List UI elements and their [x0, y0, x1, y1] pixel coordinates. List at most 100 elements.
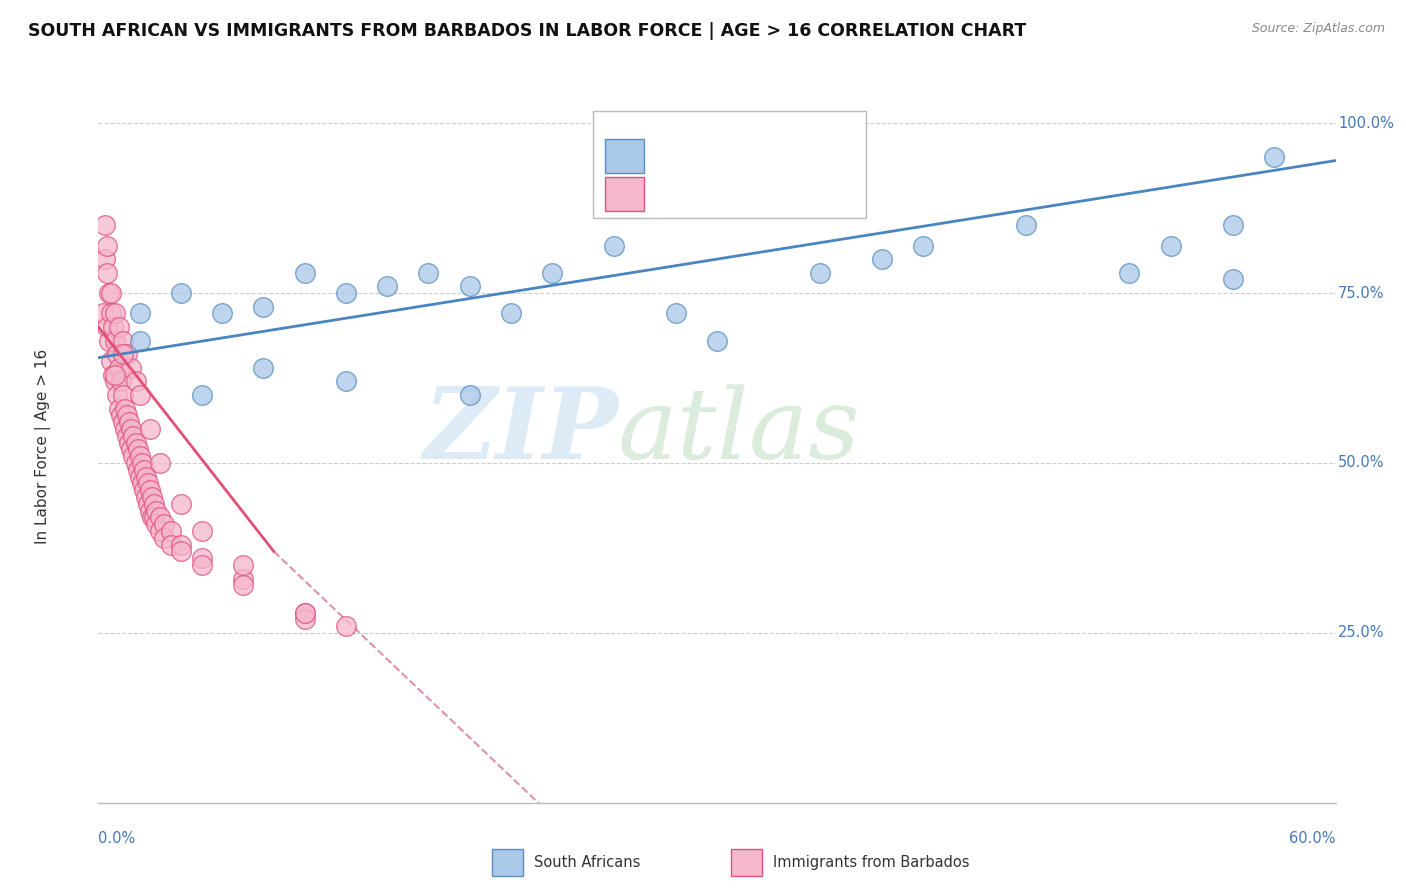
Point — [190, 558, 212, 572]
Point — [294, 606, 316, 620]
Point — [418, 266, 440, 280]
Point — [101, 368, 124, 382]
Point — [112, 334, 135, 348]
Point — [1160, 238, 1182, 252]
Point — [114, 422, 136, 436]
Point — [124, 456, 146, 470]
Point — [159, 537, 181, 551]
Point — [112, 415, 135, 429]
Point — [124, 435, 146, 450]
Point — [122, 429, 145, 443]
Point — [1222, 218, 1244, 232]
Text: 100.0%: 100.0% — [1339, 116, 1395, 131]
Point — [105, 347, 128, 361]
Point — [136, 497, 159, 511]
Point — [96, 266, 118, 280]
Text: Immigrants from Barbados: Immigrants from Barbados — [773, 855, 970, 870]
Point — [211, 306, 233, 320]
Point — [143, 510, 166, 524]
Point — [335, 375, 357, 389]
Point — [100, 354, 122, 368]
Text: R =  0.473  N = 28: R = 0.473 N = 28 — [652, 148, 797, 163]
Point — [139, 422, 162, 436]
Point — [127, 463, 149, 477]
Text: 25.0%: 25.0% — [1339, 625, 1385, 640]
Point — [93, 252, 115, 266]
Point — [252, 360, 274, 375]
Text: 75.0%: 75.0% — [1339, 285, 1385, 301]
Point — [135, 490, 157, 504]
Text: Source: ZipAtlas.com: Source: ZipAtlas.com — [1251, 22, 1385, 36]
Text: SOUTH AFRICAN VS IMMIGRANTS FROM BARBADOS IN LABOR FORCE | AGE > 16 CORRELATION : SOUTH AFRICAN VS IMMIGRANTS FROM BARBADO… — [28, 22, 1026, 40]
Text: R = -0.473  N = 85: R = -0.473 N = 85 — [652, 186, 797, 202]
Point — [101, 320, 124, 334]
Point — [104, 375, 127, 389]
Point — [170, 537, 193, 551]
Point — [143, 497, 166, 511]
Point — [117, 409, 139, 423]
Point — [458, 279, 481, 293]
Point — [149, 510, 172, 524]
Point — [159, 524, 181, 538]
Point — [108, 401, 131, 416]
Point — [153, 531, 176, 545]
Point — [110, 409, 132, 423]
Point — [112, 388, 135, 402]
Point — [118, 435, 141, 450]
Point — [294, 266, 316, 280]
Point — [132, 463, 155, 477]
Point — [141, 490, 163, 504]
Point — [294, 606, 316, 620]
Point — [232, 572, 254, 586]
Point — [145, 503, 167, 517]
Point — [145, 517, 167, 532]
Point — [1015, 218, 1038, 232]
Point — [108, 320, 131, 334]
Point — [100, 286, 122, 301]
Point — [128, 469, 150, 483]
Text: In Labor Force | Age > 16: In Labor Force | Age > 16 — [35, 349, 51, 543]
Point — [136, 476, 159, 491]
Point — [603, 238, 626, 252]
Point — [97, 334, 120, 348]
Point — [132, 483, 155, 498]
Point — [131, 476, 153, 491]
Point — [294, 612, 316, 626]
Point — [128, 388, 150, 402]
Point — [124, 375, 146, 389]
Point — [141, 510, 163, 524]
Point — [912, 238, 935, 252]
Point — [114, 401, 136, 416]
Point — [232, 578, 254, 592]
Point — [97, 286, 120, 301]
Point — [135, 469, 157, 483]
Point — [232, 558, 254, 572]
Point — [541, 266, 564, 280]
Point — [1263, 150, 1285, 164]
Point — [190, 524, 212, 538]
Point — [375, 279, 398, 293]
Point — [706, 334, 728, 348]
Point — [190, 551, 212, 566]
Point — [139, 503, 162, 517]
Point — [139, 483, 162, 498]
Point — [117, 347, 139, 361]
Point — [122, 449, 145, 463]
Point — [104, 368, 127, 382]
Point — [120, 442, 142, 457]
Text: 50.0%: 50.0% — [1339, 456, 1385, 470]
Point — [91, 306, 114, 320]
Point — [128, 449, 150, 463]
Point — [335, 286, 357, 301]
Point — [252, 300, 274, 314]
Point — [1118, 266, 1140, 280]
Point — [335, 619, 357, 633]
Point — [149, 524, 172, 538]
Point — [1222, 272, 1244, 286]
Text: 0.0%: 0.0% — [98, 831, 135, 847]
Point — [112, 347, 135, 361]
Point — [120, 422, 142, 436]
Point — [96, 238, 118, 252]
Point — [117, 429, 139, 443]
Point — [170, 497, 193, 511]
